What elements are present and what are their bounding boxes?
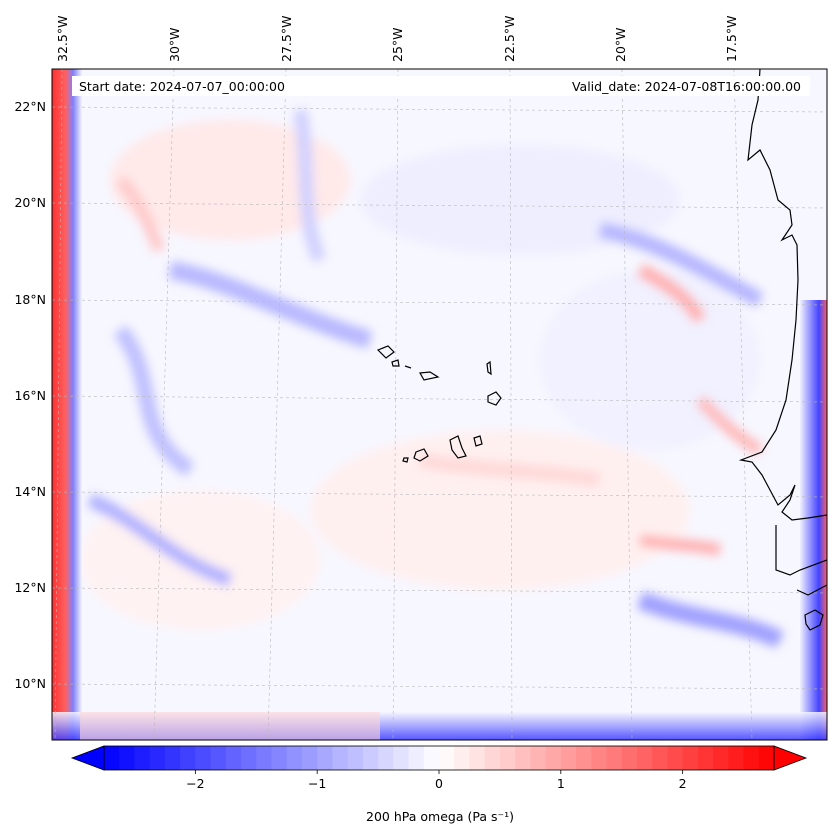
lon-label: 32.5°W bbox=[55, 16, 70, 62]
colorbar-cell bbox=[271, 746, 288, 770]
colorbar-cell bbox=[469, 746, 486, 770]
colorbar-cell bbox=[393, 746, 410, 770]
colorbar-cell bbox=[332, 746, 349, 770]
colorbar-cell bbox=[301, 746, 318, 770]
colorbar-cell bbox=[317, 746, 334, 770]
graticule bbox=[52, 69, 827, 740]
colorbar-cell bbox=[606, 746, 623, 770]
lon-label: 22.5°W bbox=[502, 16, 517, 62]
lon-label: 30°W bbox=[167, 27, 182, 62]
colorbar-cell bbox=[728, 746, 745, 770]
colorbar-cells bbox=[104, 746, 775, 770]
colorbar-tick-label: 1 bbox=[557, 776, 565, 791]
colorbar-cell bbox=[241, 746, 257, 770]
map-frame bbox=[51, 68, 828, 741]
colorbar-cell bbox=[454, 746, 471, 770]
colorbar-cell bbox=[149, 746, 166, 770]
colorbar-cell bbox=[286, 746, 303, 770]
colorbar-cell bbox=[515, 746, 531, 770]
colorbar-cell bbox=[423, 746, 440, 770]
colorbar-cell bbox=[713, 746, 729, 770]
lat-label: 14°N bbox=[14, 484, 46, 499]
lat-label: 12°N bbox=[14, 580, 46, 595]
colorbar-cell bbox=[362, 746, 379, 770]
start-date-label: Start date: 2024-07-07_00:00:00 bbox=[79, 79, 285, 94]
lat-label: 18°N bbox=[14, 292, 46, 307]
lat-label: 16°N bbox=[14, 388, 46, 403]
coastline bbox=[738, 69, 827, 631]
longitude-labels: 32.5°W 30°W 27.5°W 25°W 22.5°W 20°W 17.5… bbox=[55, 16, 739, 62]
date-header-box bbox=[72, 76, 810, 96]
colorbar-cell bbox=[621, 746, 638, 770]
colorbar-cell bbox=[378, 746, 394, 770]
lat-label: 10°N bbox=[14, 676, 46, 691]
lat-label: 22°N bbox=[14, 99, 46, 114]
colorbar-cell bbox=[347, 746, 364, 770]
cape-verde-islands bbox=[376, 345, 502, 463]
colorbar-ticks: −2 −1 0 1 2 bbox=[186, 770, 687, 791]
lon-label: 25°W bbox=[390, 27, 405, 62]
colorbar-cell bbox=[667, 746, 684, 770]
colorbar-cell bbox=[560, 746, 577, 770]
colorbar-cell bbox=[225, 746, 242, 770]
lat-label: 20°N bbox=[14, 195, 46, 210]
colorbar-cell bbox=[180, 746, 196, 770]
colorbar-cell bbox=[743, 746, 760, 770]
latitude-labels: 22°N 20°N 18°N 16°N 14°N 12°N 10°N bbox=[14, 99, 46, 691]
colorbar-cell bbox=[530, 746, 547, 770]
lon-label: 17.5°W bbox=[724, 16, 739, 62]
colorbar-low-extension bbox=[70, 745, 105, 771]
colorbar-cell bbox=[682, 746, 699, 770]
colorbar-cell bbox=[484, 746, 501, 770]
colorbar-cell bbox=[576, 746, 592, 770]
colorbar-cell bbox=[164, 746, 181, 770]
colorbar-cell bbox=[499, 746, 516, 770]
omega-field bbox=[52, 69, 827, 740]
colorbar-cell bbox=[758, 746, 775, 770]
colorbar-cell bbox=[408, 746, 425, 770]
lon-label: 27.5°W bbox=[279, 16, 294, 62]
lon-label: 20°W bbox=[613, 27, 628, 62]
colorbar: −2 −1 0 1 2 200 hPa omega (Pa s⁻¹) bbox=[70, 745, 808, 824]
colorbar-tick-label: 2 bbox=[679, 776, 687, 791]
colorbar-tick-label: −2 bbox=[186, 776, 204, 791]
colorbar-cell bbox=[591, 746, 608, 770]
colorbar-tick-label: 0 bbox=[435, 776, 443, 791]
colorbar-cell bbox=[210, 746, 227, 770]
colorbar-cell bbox=[195, 746, 212, 770]
colorbar-cell bbox=[119, 746, 136, 770]
colorbar-cell bbox=[439, 746, 455, 770]
colorbar-cell bbox=[636, 746, 653, 770]
colorbar-cell bbox=[134, 746, 151, 770]
colorbar-label: 200 hPa omega (Pa s⁻¹) bbox=[366, 809, 514, 824]
colorbar-cell bbox=[652, 746, 669, 770]
colorbar-tick-label: −1 bbox=[308, 776, 326, 791]
colorbar-cell bbox=[545, 746, 562, 770]
colorbar-cell bbox=[256, 746, 273, 770]
valid-date-label: Valid_date: 2024-07-08T16:00:00.00 bbox=[572, 79, 801, 94]
colorbar-cell bbox=[697, 746, 714, 770]
colorbar-cell bbox=[104, 746, 120, 770]
colorbar-high-extension bbox=[773, 745, 808, 771]
